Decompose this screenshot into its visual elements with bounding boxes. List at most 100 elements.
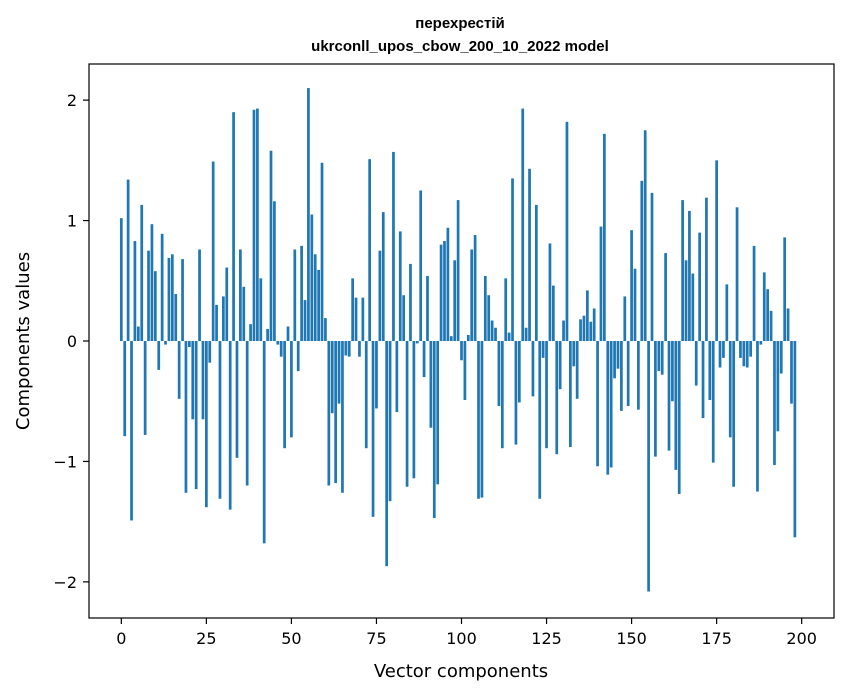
- x-tick-label: 75: [366, 629, 386, 648]
- bar-78: [385, 341, 389, 567]
- bar-42: [262, 341, 266, 544]
- bar-132: [569, 341, 572, 447]
- bar-196: [786, 308, 790, 341]
- bar-14: [167, 257, 171, 341]
- bar-62: [330, 341, 334, 414]
- bar-120: [528, 168, 531, 341]
- bar-136: [582, 315, 586, 341]
- bar-160: [664, 253, 667, 341]
- bar-92: [432, 341, 436, 519]
- bar-179: [728, 341, 732, 438]
- bar-147: [620, 341, 623, 411]
- x-axis-ticks: 0 25 50 75 100 125 150 175 200: [116, 618, 817, 648]
- bar-37: [245, 341, 249, 486]
- bar-115: [511, 178, 514, 341]
- bar-25: [205, 341, 208, 508]
- bar-21: [191, 341, 195, 420]
- bar-45: [273, 201, 276, 341]
- x-tick-label: 25: [196, 629, 216, 648]
- bar-197: [790, 341, 793, 404]
- x-tick-label: 200: [786, 629, 817, 648]
- bar-79: [388, 341, 392, 502]
- bar-64: [337, 341, 341, 404]
- bar-140: [596, 341, 599, 467]
- bar-191: [769, 310, 773, 341]
- bar-193: [776, 341, 780, 432]
- bar-48: [283, 341, 286, 449]
- bar-154: [643, 130, 647, 341]
- bar-188: [759, 341, 763, 345]
- bar-109: [490, 320, 494, 341]
- bar-134: [575, 341, 579, 399]
- bar-60: [324, 318, 327, 341]
- bar-175: [715, 160, 718, 341]
- bar-97: [449, 336, 453, 341]
- y-tick-label: −1: [53, 452, 77, 471]
- bar-128: [555, 341, 559, 455]
- bar-141: [599, 226, 603, 341]
- chart-title: перехрестій: [415, 15, 504, 32]
- bar-75: [375, 341, 378, 409]
- y-axis-label: Components values: [13, 252, 34, 430]
- bar-162: [671, 341, 674, 402]
- bar-98: [453, 260, 457, 341]
- x-tick-label: 100: [446, 629, 477, 648]
- bar-142: [603, 133, 606, 341]
- bar-65: [341, 341, 344, 493]
- bar-17: [177, 341, 181, 399]
- bar-127: [551, 285, 555, 341]
- bar-192: [773, 341, 776, 466]
- bar-149: [626, 341, 630, 407]
- bar-111: [497, 341, 501, 407]
- bar-151: [633, 268, 637, 341]
- bar-130: [562, 320, 565, 341]
- bar-110: [494, 327, 497, 341]
- bar-174: [711, 341, 715, 463]
- bar-57: [313, 254, 317, 341]
- x-tick-label: 175: [701, 629, 732, 648]
- bar-105: [477, 341, 480, 499]
- bar-187: [756, 341, 759, 492]
- bars-group: [119, 88, 797, 592]
- bar-137: [586, 290, 589, 341]
- y-tick-label: 2: [67, 91, 77, 110]
- bar-40: [256, 108, 259, 341]
- bar-180: [732, 341, 736, 487]
- bar-23: [198, 249, 201, 341]
- bar-198: [793, 341, 797, 538]
- bar-7: [143, 341, 147, 435]
- bar-129: [558, 341, 562, 390]
- bar-178: [725, 284, 729, 341]
- bar-95: [443, 241, 446, 341]
- bar-161: [667, 341, 671, 451]
- bar-44: [269, 150, 273, 341]
- bar-63: [334, 341, 337, 484]
- bar-71: [361, 297, 365, 341]
- bar-77: [381, 212, 385, 341]
- bar-159: [660, 341, 664, 375]
- y-tick-label: 0: [67, 332, 77, 351]
- bar-169: [694, 341, 698, 386]
- bar-2: [126, 179, 130, 341]
- bar-70: [358, 341, 361, 357]
- bar-22: [194, 341, 198, 490]
- bar-194: [779, 341, 783, 374]
- bar-35: [239, 249, 242, 341]
- bar-47: [279, 341, 283, 357]
- bar-146: [616, 341, 620, 369]
- bar-139: [592, 308, 596, 341]
- bar-183: [742, 341, 746, 367]
- bar-108: [487, 295, 491, 341]
- bar-143: [606, 341, 610, 475]
- bar-43: [266, 328, 269, 341]
- bar-101: [463, 341, 467, 401]
- bar-33: [232, 112, 235, 341]
- bar-61: [327, 341, 331, 486]
- bar-118: [521, 108, 525, 341]
- bar-112: [500, 341, 504, 449]
- bar-4: [133, 241, 137, 341]
- bar-89: [422, 341, 426, 378]
- bar-50: [290, 341, 293, 438]
- bar-150: [630, 230, 633, 341]
